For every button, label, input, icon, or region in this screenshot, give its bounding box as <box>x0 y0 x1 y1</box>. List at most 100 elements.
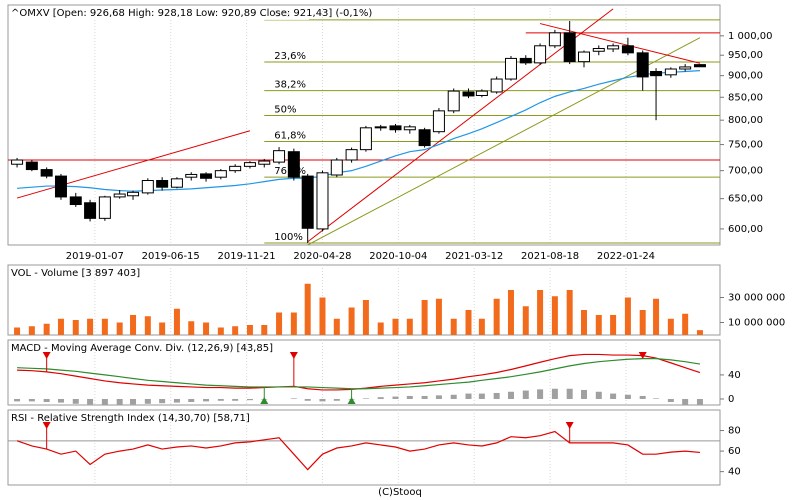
candle-body <box>359 127 372 151</box>
histogram-bar <box>696 398 703 405</box>
candle-body <box>636 52 649 78</box>
volume-bar <box>159 322 166 335</box>
indicator-line <box>16 430 701 471</box>
histogram-bar <box>246 398 253 401</box>
volume-bar <box>566 290 573 335</box>
footer: (C)Stooq <box>378 487 422 498</box>
x-tick-label: 2021-03-12 <box>445 251 503 262</box>
y-tick-label: 700,00 <box>728 166 763 177</box>
fib-label: 23,6% <box>274 51 306 62</box>
buy-signal <box>260 387 269 404</box>
volume-bar <box>246 325 253 335</box>
x-tick-label: 2020-10-04 <box>369 251 427 262</box>
signal-marker <box>260 397 269 404</box>
histogram-bar <box>551 388 558 399</box>
histogram-bar <box>610 393 617 399</box>
candle-body <box>170 178 183 188</box>
volume-bar <box>392 318 399 335</box>
indicator-line <box>17 358 701 390</box>
volume-bar <box>276 312 283 335</box>
volume-bar <box>435 298 442 335</box>
candle-body <box>25 161 38 171</box>
candle-body <box>563 32 576 63</box>
y-tick-label: 40 <box>728 370 741 381</box>
candle-body <box>607 45 620 50</box>
histogram-bar <box>667 398 674 402</box>
trend-line <box>16 130 251 199</box>
candle-body <box>490 78 503 93</box>
candle-body <box>534 45 547 64</box>
y-tick-label: 800,00 <box>728 115 763 126</box>
candle-body <box>664 68 677 76</box>
x-tick-label: 2020-04-28 <box>293 251 351 262</box>
sell-signal <box>638 352 647 359</box>
volume-bar <box>653 298 660 335</box>
histogram-bar <box>159 398 166 404</box>
histogram-bar <box>319 398 326 402</box>
volume-bar <box>406 318 413 335</box>
x-tick-label: 2019-11-21 <box>218 251 276 262</box>
x-tick-label: 2021-08-18 <box>521 251 579 262</box>
histogram-bar <box>639 395 646 399</box>
histogram-bar <box>304 398 311 401</box>
volume-bar <box>290 312 297 335</box>
candle-body <box>504 57 517 80</box>
candle-body <box>84 202 97 219</box>
histogram-bar <box>493 392 500 399</box>
volume-bar <box>232 326 239 335</box>
y-tick-label: 850,00 <box>728 92 763 103</box>
candle-body <box>156 179 169 188</box>
candle-body <box>301 175 314 229</box>
volume-bar <box>450 318 457 335</box>
panel-frame <box>7 4 721 246</box>
volume-bar <box>188 321 195 335</box>
x-tick-label: 2019-06-15 <box>142 251 200 262</box>
moving-average <box>17 70 700 192</box>
sell-signal <box>42 422 51 450</box>
buy-signal <box>347 389 356 404</box>
volume-bar <box>72 320 79 335</box>
histogram-bar <box>173 398 180 403</box>
candle-body <box>113 193 126 198</box>
candle-body <box>273 150 286 163</box>
histogram-bar <box>232 398 239 401</box>
volume-bar <box>421 300 428 335</box>
volume-bar <box>478 318 485 335</box>
candle-body <box>214 170 227 178</box>
volume-bar <box>595 315 602 335</box>
volume-bar <box>610 315 617 335</box>
volume-bar <box>203 322 210 335</box>
candle-body <box>519 57 532 64</box>
volume-bar <box>14 327 21 335</box>
candle-body <box>548 32 561 47</box>
candle-body <box>54 175 67 198</box>
histogram-bar <box>450 394 457 399</box>
volume-bar <box>682 313 689 335</box>
candle-body <box>40 169 53 177</box>
volume-bar <box>465 310 472 335</box>
volume-bar <box>696 330 703 335</box>
histogram-bar <box>392 396 399 399</box>
volume-bar <box>130 315 137 335</box>
candle-body <box>650 70 663 77</box>
histogram-bar <box>580 389 587 399</box>
signal-marker <box>42 422 51 429</box>
y-tick-label: 650,00 <box>728 194 763 205</box>
x-tick-label: 2019-01-07 <box>66 251 124 262</box>
histogram-bar <box>566 388 573 399</box>
fib-label: 61,8% <box>274 131 306 142</box>
candle-body <box>287 151 300 178</box>
volume-bar <box>57 318 64 335</box>
histogram-bar <box>537 389 544 399</box>
volume-bar <box>43 323 50 335</box>
sell-signal <box>565 422 574 443</box>
fib-label: 50% <box>274 104 296 115</box>
candle-body <box>98 196 111 219</box>
panel-title: RSI - Relative Strength Index (14,30,70)… <box>11 413 250 424</box>
volume-bar <box>377 322 384 335</box>
panel-frame <box>7 339 721 406</box>
histogram-bar <box>144 398 151 404</box>
histogram-bar <box>290 398 297 399</box>
volume-bar <box>87 318 94 335</box>
candle-body <box>141 179 154 194</box>
